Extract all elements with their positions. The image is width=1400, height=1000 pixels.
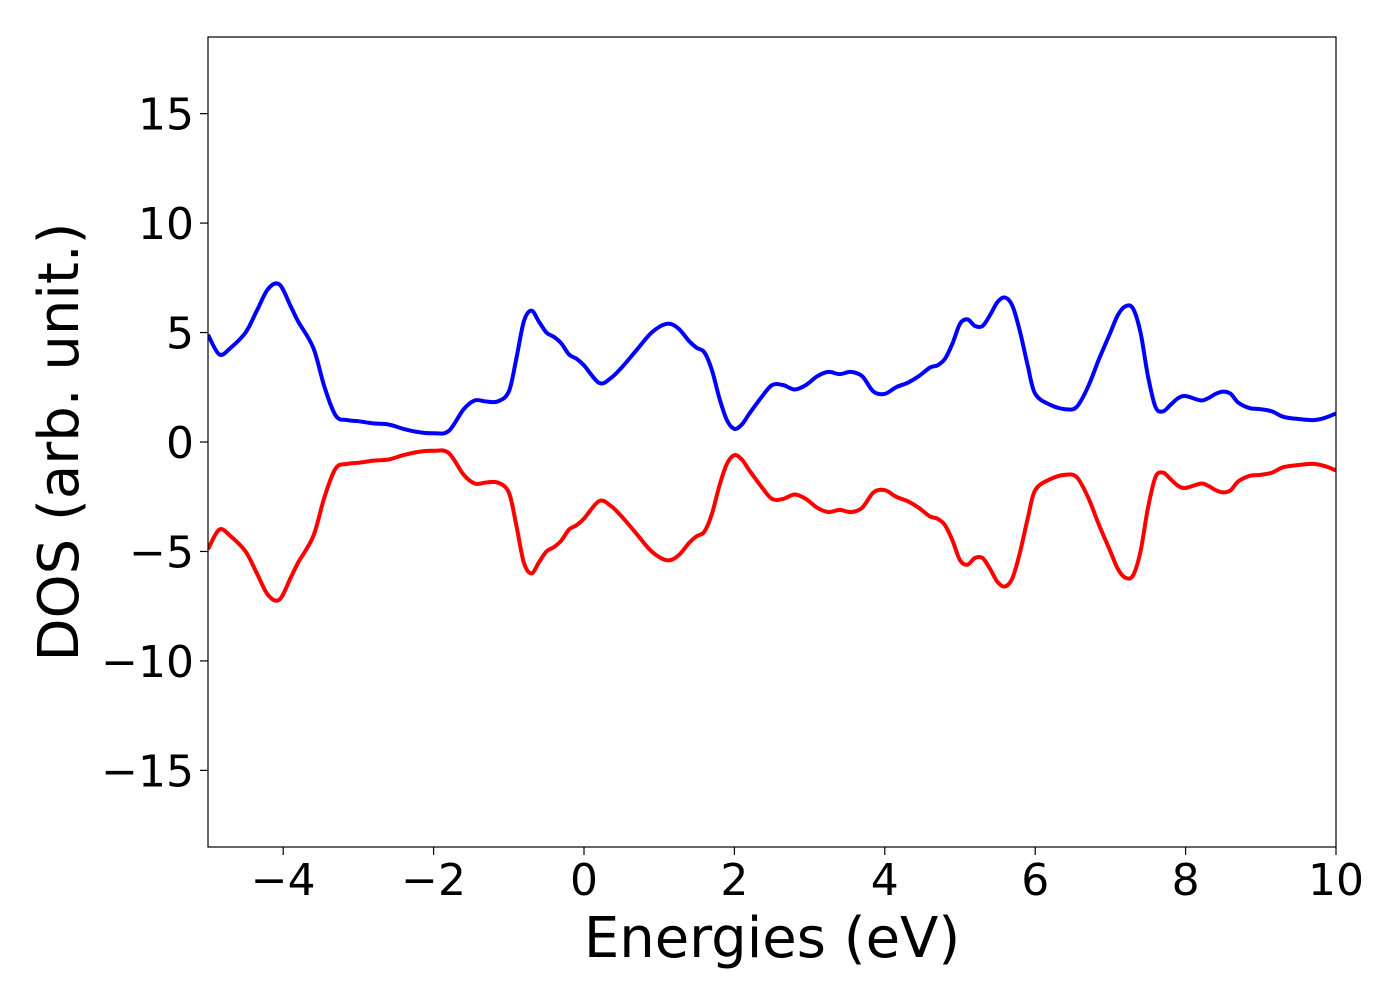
y-tick-label: 0 [166, 418, 194, 469]
series-line-1 [208, 281, 1336, 436]
x-axis-ticks: −4 −2 0 2 4 6 8 10 [251, 847, 1364, 906]
y-tick-label: −15 [101, 746, 194, 797]
series-line-2 [208, 448, 1336, 603]
y-axis-label: DOS (arb. unit.) [27, 222, 92, 661]
x-tick-label: −4 [251, 855, 316, 906]
y-tick-label: 10 [138, 199, 194, 250]
x-tick-label: 10 [1308, 855, 1364, 906]
x-axis-label: Energies (eV) [584, 906, 960, 971]
y-tick-label: −10 [101, 637, 194, 688]
x-tick-label: 4 [871, 855, 899, 906]
x-tick-label: 0 [570, 855, 598, 906]
x-tick-label: −2 [401, 855, 466, 906]
y-tick-label: −5 [129, 527, 194, 578]
y-tick-label: 15 [138, 90, 194, 141]
plot-frame [207, 36, 1337, 848]
y-axis-ticks: 15 10 5 0 −5 −10 −15 [101, 90, 208, 797]
y-tick-label: 5 [166, 309, 194, 360]
x-tick-label: 8 [1172, 855, 1200, 906]
x-tick-label: 6 [1021, 855, 1049, 906]
x-tick-label: 2 [720, 855, 748, 906]
series-layer [208, 281, 1336, 603]
